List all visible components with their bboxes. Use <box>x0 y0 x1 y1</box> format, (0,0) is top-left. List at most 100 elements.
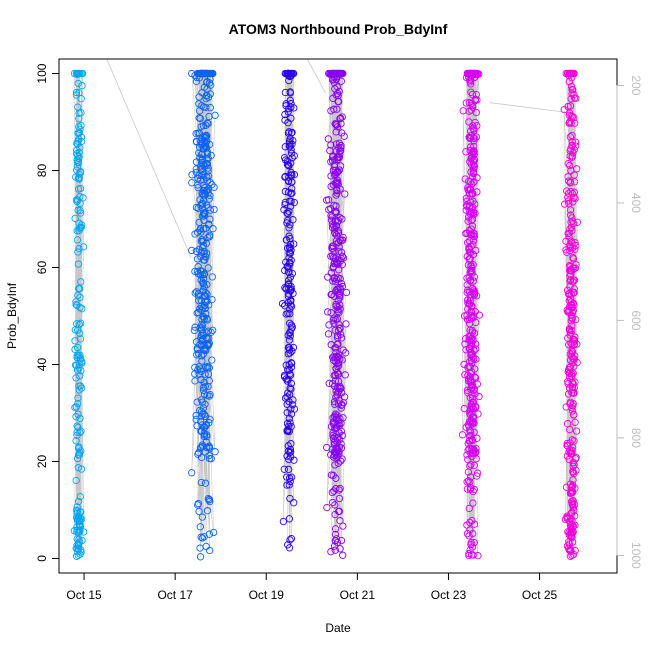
data-point <box>288 154 296 162</box>
data-point <box>342 288 351 297</box>
data-point <box>569 219 578 227</box>
data-point <box>72 300 80 309</box>
data-point <box>286 536 294 544</box>
data-point <box>334 274 342 282</box>
data-point <box>73 301 81 309</box>
data-point <box>280 206 288 214</box>
data-point <box>566 225 574 233</box>
data-point <box>73 236 82 244</box>
data-point <box>470 461 478 470</box>
data-point <box>75 284 83 293</box>
data-point <box>197 533 205 541</box>
data-point <box>566 517 574 525</box>
data-point <box>287 359 296 367</box>
data-point <box>200 247 209 256</box>
data-point <box>201 479 210 487</box>
data-point <box>332 140 341 148</box>
data-point <box>205 495 214 504</box>
y2-tick-label: 200 <box>629 75 643 95</box>
data-point <box>460 312 469 320</box>
data-point <box>332 535 341 543</box>
data-point <box>572 315 580 324</box>
data-point <box>340 132 348 140</box>
data-point <box>199 383 208 392</box>
data-point <box>464 217 472 225</box>
data-point <box>468 285 477 293</box>
data-point <box>73 69 82 78</box>
y-tick-label: 40 <box>35 357 49 371</box>
data-point <box>334 256 342 264</box>
data-point <box>327 548 335 556</box>
data-point <box>465 332 473 340</box>
data-point <box>74 410 82 418</box>
data-point <box>200 212 208 220</box>
data-point <box>466 462 474 470</box>
data-point <box>78 82 86 90</box>
data-point <box>331 546 339 554</box>
data-point <box>334 459 342 467</box>
data-point <box>465 344 474 352</box>
data-point <box>330 440 339 449</box>
data-point <box>563 542 572 550</box>
data-point <box>568 508 576 516</box>
data-point <box>77 278 85 286</box>
data-point <box>473 188 481 196</box>
data-point <box>567 450 575 458</box>
data-point <box>568 341 576 349</box>
data-point <box>282 236 291 244</box>
data-point <box>281 394 290 402</box>
data-point <box>458 431 467 439</box>
data-point <box>566 295 575 303</box>
data-point <box>327 141 335 149</box>
data-point <box>77 137 86 146</box>
data-point <box>76 508 84 516</box>
data-point <box>289 216 297 224</box>
data-point <box>335 291 344 300</box>
data-point <box>204 167 212 175</box>
data-point <box>333 121 341 129</box>
data-point <box>77 515 86 523</box>
x-axis-label: Date <box>325 621 351 635</box>
data-point <box>201 142 209 151</box>
connector-lines <box>74 58 578 557</box>
data-point <box>331 525 340 533</box>
data-point <box>191 323 199 331</box>
data-point <box>285 414 293 423</box>
data-point <box>78 69 86 78</box>
y-tick-label: 80 <box>35 164 49 178</box>
data-point <box>330 105 338 113</box>
data-point <box>286 445 295 454</box>
data-point <box>287 302 296 311</box>
data-point <box>207 328 215 336</box>
data-point <box>196 114 204 123</box>
data-point <box>464 477 473 485</box>
data-point <box>325 379 333 388</box>
data-point <box>566 266 574 274</box>
data-point <box>566 206 575 214</box>
data-point <box>74 528 83 537</box>
data-point <box>567 317 575 325</box>
data-point <box>465 248 473 256</box>
data-point <box>330 398 339 406</box>
data-point <box>206 231 214 239</box>
data-point <box>567 301 576 309</box>
data-point <box>569 522 578 530</box>
data-point <box>205 339 213 347</box>
data-point <box>195 114 203 122</box>
data-point <box>334 353 342 362</box>
data-point <box>463 529 472 538</box>
data-point <box>287 379 295 388</box>
data-point <box>74 399 82 408</box>
data-point <box>289 69 298 78</box>
data-point <box>286 494 294 503</box>
data-point <box>338 252 347 261</box>
data-point <box>208 295 216 304</box>
data-point <box>335 494 344 503</box>
data-point <box>569 400 577 408</box>
cluster-link-line <box>106 58 192 258</box>
data-point <box>570 437 578 445</box>
data-point <box>570 411 578 419</box>
data-point <box>202 94 210 103</box>
data-point <box>335 308 343 317</box>
data-point <box>72 88 81 97</box>
